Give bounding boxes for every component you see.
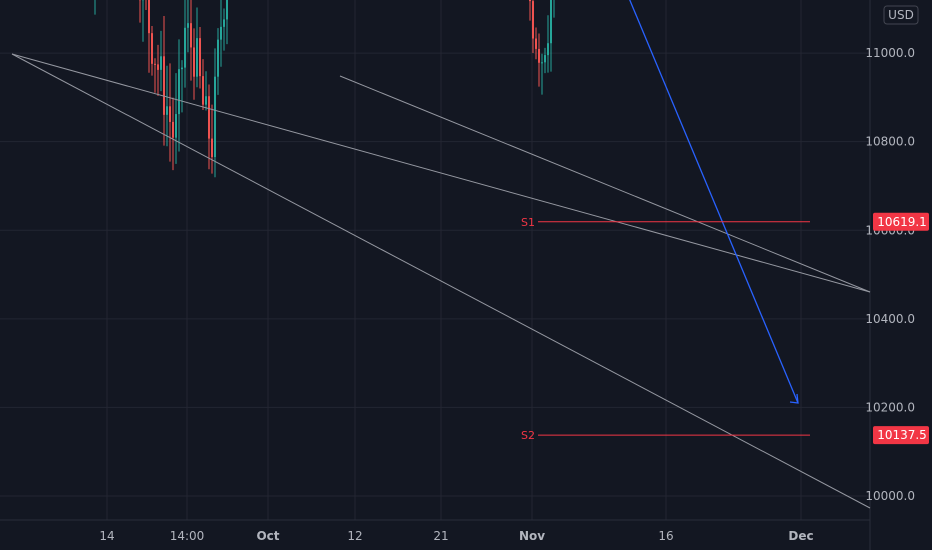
candle-body <box>217 39 219 77</box>
candle-body <box>169 106 171 122</box>
candle-body <box>547 43 549 56</box>
pivot-label-s1: S1 <box>521 216 535 229</box>
candle-body <box>181 67 183 70</box>
candle-body <box>178 69 180 115</box>
y-tick-label: 10200.0 <box>865 400 915 414</box>
forecast-arrowhead <box>789 393 799 404</box>
badge-s2-text: 10137.5 <box>877 428 927 442</box>
candle-body <box>187 23 189 28</box>
candle-body <box>226 0 228 20</box>
candle-body <box>202 76 204 105</box>
y-tick-label: 10800.0 <box>865 135 915 149</box>
y-tick-label: 10000.0 <box>865 489 915 503</box>
candle-body <box>208 96 210 139</box>
x-tick-label: 16 <box>658 529 673 543</box>
candle-body <box>154 63 156 65</box>
candle-body <box>205 96 207 105</box>
trendline-lower-channel <box>11 53 871 509</box>
y-tick-label: 11000.0 <box>865 46 915 60</box>
candle-body <box>550 0 552 44</box>
candle-body <box>214 76 216 158</box>
candle-body <box>220 26 222 40</box>
x-tick-label: Oct <box>256 529 279 543</box>
x-tick-label: 14:00 <box>170 529 205 543</box>
candle-body <box>211 138 213 158</box>
forecast-arrow-line <box>629 0 799 404</box>
pivot-label-s2: S2 <box>521 429 535 442</box>
candle-body <box>532 1 534 39</box>
candle-body <box>160 56 162 70</box>
candle-body <box>535 38 537 49</box>
candle-body <box>184 27 186 68</box>
badge-s2-bg <box>873 426 929 445</box>
candle-body <box>172 121 174 138</box>
candle-body <box>193 47 195 77</box>
candle-body <box>538 48 540 63</box>
candle-body <box>163 56 165 115</box>
trendline-upper-left <box>11 53 871 293</box>
candle-body <box>190 23 192 48</box>
candles <box>94 0 555 178</box>
x-tick-label: Dec <box>788 529 813 543</box>
candle-body <box>175 114 177 138</box>
grid <box>0 0 871 550</box>
candle-body <box>166 106 168 115</box>
x-tick-label: Nov <box>519 529 545 543</box>
candle-body <box>544 55 546 63</box>
x-tick-label: 14 <box>99 529 114 543</box>
candle-body <box>541 62 543 64</box>
candle-body <box>151 33 153 64</box>
x-tick-label: 21 <box>433 529 448 543</box>
badge-s1-text: 10619.1 <box>877 215 927 229</box>
badge-s1: 10619.1 <box>873 212 929 231</box>
y-tick-label: 10400.0 <box>865 312 915 326</box>
currency-box[interactable] <box>883 5 919 25</box>
x-tick-label: 12 <box>347 529 362 543</box>
candle-body <box>196 38 198 77</box>
price-badges: 12744.511922.611441.010619.110137.511374… <box>873 212 929 445</box>
candle-body <box>223 19 225 27</box>
currency-label: USD <box>888 8 914 22</box>
trendline-upper-channel <box>339 75 871 293</box>
candle-body <box>157 64 159 70</box>
candle-body <box>529 0 531 2</box>
badge-s1-bg <box>873 212 929 231</box>
drawings <box>11 0 871 509</box>
badge-s2: 10137.5 <box>873 426 929 445</box>
pivot-levels: R2R1PS1S2 <box>521 216 810 442</box>
candle-body <box>148 0 150 34</box>
time-axis[interactable]: 14 14:00 Oct 12 21 Nov 16 Dec <box>99 529 813 543</box>
candle-body <box>199 38 201 77</box>
